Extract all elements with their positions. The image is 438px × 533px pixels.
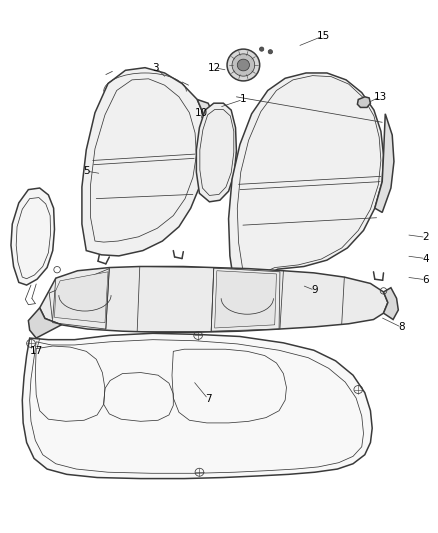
Polygon shape [375, 114, 394, 213]
Polygon shape [22, 333, 372, 479]
Polygon shape [229, 73, 384, 285]
Polygon shape [40, 266, 388, 332]
Polygon shape [215, 271, 276, 328]
Polygon shape [196, 103, 237, 202]
Text: 1: 1 [240, 94, 246, 104]
Polygon shape [82, 68, 207, 256]
Text: 3: 3 [152, 63, 159, 72]
Text: 15: 15 [317, 31, 330, 41]
Text: 13: 13 [374, 92, 387, 102]
Polygon shape [384, 288, 398, 319]
Text: 4: 4 [422, 254, 429, 263]
Polygon shape [197, 100, 218, 188]
Text: 8: 8 [399, 322, 405, 333]
Text: 17: 17 [30, 346, 43, 357]
Ellipse shape [232, 54, 254, 76]
Ellipse shape [237, 59, 250, 71]
Polygon shape [54, 272, 108, 322]
Ellipse shape [259, 47, 264, 51]
Ellipse shape [227, 49, 260, 81]
Text: 9: 9 [311, 285, 318, 295]
Text: 12: 12 [208, 63, 221, 72]
Ellipse shape [268, 50, 272, 54]
Polygon shape [357, 97, 371, 108]
Polygon shape [11, 188, 54, 285]
Text: 10: 10 [195, 108, 208, 118]
Text: 5: 5 [83, 166, 89, 176]
Text: 7: 7 [205, 394, 212, 404]
Polygon shape [28, 308, 61, 338]
Text: 2: 2 [422, 232, 429, 243]
Text: 6: 6 [422, 274, 429, 285]
